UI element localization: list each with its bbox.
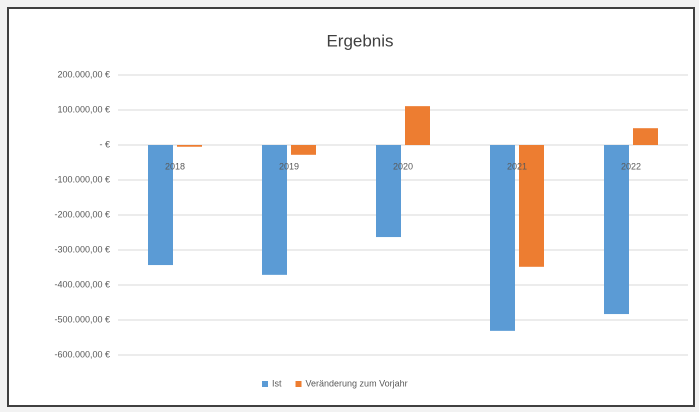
bar xyxy=(376,145,401,238)
bar xyxy=(405,106,430,145)
bar xyxy=(633,128,658,145)
bar xyxy=(148,145,173,266)
legend-label: Ist xyxy=(272,378,282,388)
y-tick-label: -200.000,00 € xyxy=(54,209,110,219)
bar xyxy=(604,145,629,315)
y-tick-label: -400.000,00 € xyxy=(54,279,110,289)
x-tick-label: 2018 xyxy=(165,161,185,171)
x-tick-label: 2021 xyxy=(507,161,527,171)
y-tick-label: -500.000,00 € xyxy=(54,314,110,324)
legend-swatch xyxy=(262,381,268,387)
x-tick-label: 2019 xyxy=(279,161,299,171)
bar xyxy=(291,145,316,155)
bar xyxy=(490,145,515,331)
x-tick-label: 2020 xyxy=(393,161,413,171)
bar xyxy=(177,145,202,147)
y-tick-label: -600.000,00 € xyxy=(54,349,110,359)
y-tick-label: - € xyxy=(99,139,110,149)
legend-swatch xyxy=(295,381,302,387)
y-tick-label: 200.000,00 € xyxy=(57,69,110,79)
x-tick-label: 2022 xyxy=(621,161,641,171)
bar xyxy=(262,145,287,275)
y-tick-label: 100.000,00 € xyxy=(57,104,110,114)
chart-title: Ergebnis xyxy=(326,31,393,50)
y-tick-label: -100.000,00 € xyxy=(54,174,110,184)
chart-frame xyxy=(7,7,695,407)
y-tick-label: -300.000,00 € xyxy=(54,244,110,254)
bar xyxy=(519,145,544,267)
legend-label: Veränderung zum Vorjahr xyxy=(306,378,408,388)
